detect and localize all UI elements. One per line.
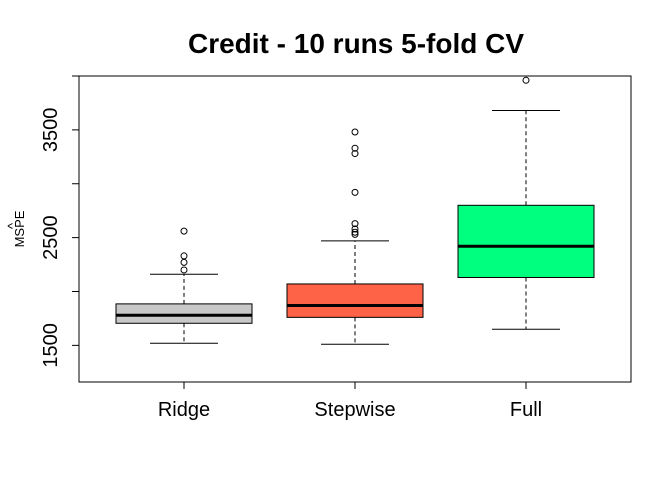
outlier-point [351,150,359,158]
outlier-point [180,252,188,260]
x-tick-label: Full [510,399,542,421]
outlier-point [351,144,359,152]
outlier-point [351,220,359,228]
outlier-point [180,227,188,235]
x-tick-label: Ridge [158,399,210,421]
outlier-point [351,188,359,196]
y-tick-label: 3500 [40,108,62,153]
x-tick-label: Stepwise [314,399,395,421]
y-axis: 1500 2500 3500 [40,75,79,368]
box-iqr [115,303,253,324]
y-tick-label: 1500 [40,323,62,368]
y-tick-label: 2500 [40,215,62,260]
y-axis-label: MSPE ^ [5,210,27,247]
outlier-point [180,258,188,266]
outlier-point [351,228,359,236]
outlier-point [180,266,188,274]
box-ridge [115,227,253,344]
y-axis-label-hat: ^ [5,222,20,229]
box-full [457,76,595,330]
outlier-point [351,225,359,233]
y-axis-label-text: MSPE [12,210,27,247]
boxes [115,76,595,345]
outlier-point [351,128,359,136]
box-iqr [457,204,595,278]
outlier-point [522,76,530,84]
box-stepwise [286,128,424,345]
box-iqr [286,283,424,318]
chart-title: Credit - 10 runs 5-fold CV [188,28,524,59]
x-axis: Ridge Stepwise Full [158,382,542,421]
outlier-point [351,230,359,238]
